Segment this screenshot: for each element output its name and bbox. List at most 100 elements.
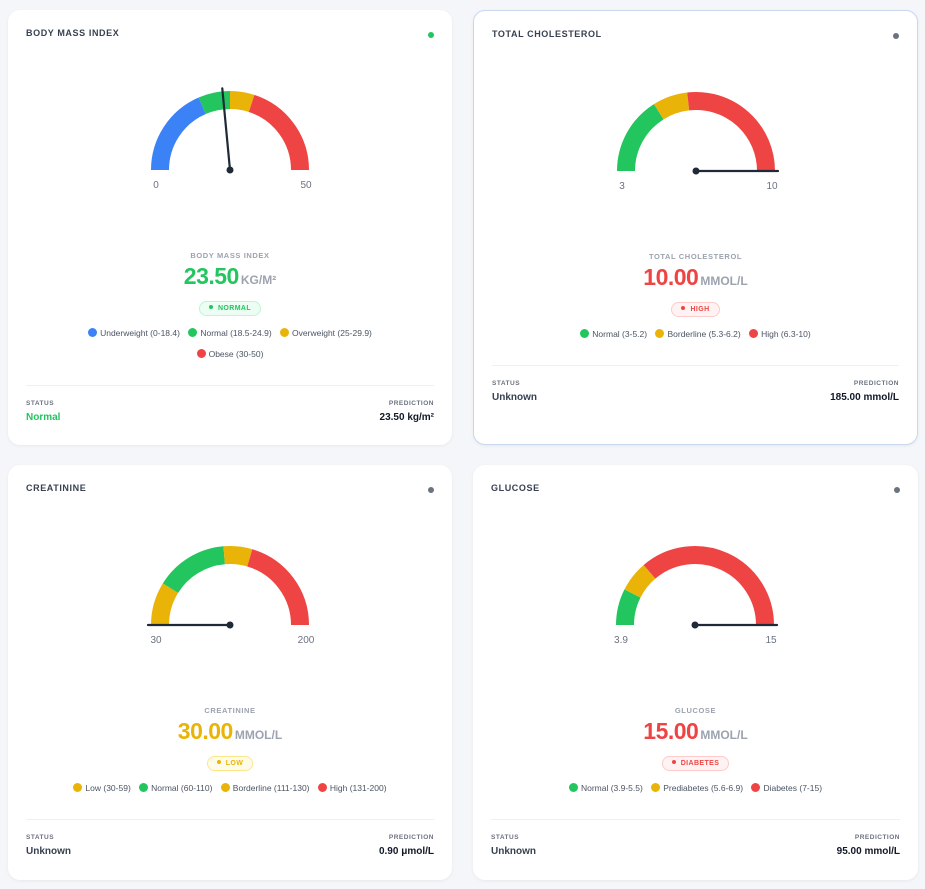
gauge-max-label: 50 <box>300 180 312 191</box>
legend-item: Borderline (111-130) <box>220 778 310 799</box>
gauge-chart: 3 10 <box>617 92 780 192</box>
status-badge: NORMAL <box>198 301 262 316</box>
bmi-card[interactable]: BODY MASS INDEX 0 50 BODY MASS INDEX 23.5… <box>8 10 452 445</box>
legend-dot <box>196 349 206 358</box>
total-cholesterol-card[interactable]: TOTAL CHOLESTEROL 3 10 TOTAL CHOLESTEROL … <box>473 10 918 445</box>
legend-item: Normal (3.9-5.5) <box>568 778 643 799</box>
status-label: STATUS <box>491 834 520 841</box>
legend: Underweight (0-18.4) Normal (18.5-24.9) … <box>22 323 438 365</box>
legend-item: Prediabetes (5.6-6.9) <box>651 778 743 799</box>
legend-label: Prediabetes (5.6-6.9) <box>663 783 744 793</box>
legend-label: Normal (3.9-5.5) <box>580 783 643 793</box>
creatinine-card[interactable]: CREATININE 30 200 CREATININE 30.00 MMOL/L … <box>8 465 452 880</box>
legend-dot <box>188 328 198 337</box>
legend-dot <box>751 783 761 792</box>
value-unit: MMOL/L <box>700 728 748 742</box>
gauge-hub <box>226 166 234 174</box>
legend-label: Borderline (111-130) <box>232 783 310 793</box>
gauge-segment-0 <box>151 583 179 626</box>
card-title: GLUCOSE <box>491 483 540 493</box>
gauge-min-label: 3.9 <box>614 635 628 646</box>
metric-label: GLUCOSE <box>674 706 717 715</box>
gauge-segment-2 <box>229 91 255 113</box>
value-unit: MMOL/L <box>234 728 283 742</box>
gauge-segment-2 <box>643 546 774 626</box>
metric-value: 10.00 MMOL/L <box>474 266 917 289</box>
badge-text: HIGH <box>690 306 710 313</box>
legend-item: Normal (18.5-24.9) <box>188 323 272 344</box>
legend: Low (30-59) Normal (60-110) Borderline (… <box>22 778 438 799</box>
metric-value: 23.50 KG/M² <box>8 265 452 288</box>
metric-value: 30.00 MMOL/L <box>8 720 452 743</box>
legend-dot <box>749 329 759 338</box>
status-label: STATUS <box>492 380 521 387</box>
value-number: 30.00 <box>177 718 234 744</box>
legend-dot <box>280 328 290 337</box>
gauge-segment-0 <box>617 104 664 172</box>
value-number: 10.00 <box>643 264 699 290</box>
legend-label: Normal (18.5-24.9) <box>200 328 272 338</box>
status-dot <box>428 487 434 493</box>
legend-label: High (131-200) <box>329 783 387 793</box>
divider <box>26 385 434 386</box>
legend-dot <box>139 783 149 792</box>
gauge-segment-1 <box>198 91 231 115</box>
badge-dot <box>208 305 213 309</box>
gauge-chart: 0 50 <box>151 87 312 191</box>
legend-dot <box>220 783 230 792</box>
legend-item: Normal (3-5.2) <box>580 324 647 345</box>
legend-dot <box>580 329 590 338</box>
legend-dot <box>655 329 665 338</box>
prediction-label: PREDICTION <box>388 400 434 407</box>
metric-label: BODY MASS INDEX <box>190 251 270 260</box>
legend-dot <box>73 783 83 792</box>
value-unit: MMOL/L <box>700 274 748 288</box>
gauge-max-label: 15 <box>765 635 777 646</box>
status-value: Unknown <box>491 846 536 857</box>
status-badge: LOW <box>206 756 254 771</box>
gauge-segment-0 <box>616 589 641 626</box>
glucose-card[interactable]: GLUCOSE 3.9 15 GLUCOSE 15.00 MMOL/L DIABET… <box>473 465 918 880</box>
legend-label: Low (30-59) <box>85 783 131 793</box>
status-badge: DIABETES <box>661 756 730 771</box>
value-number: 23.50 <box>183 263 240 289</box>
gauge-min-label: 0 <box>153 180 159 191</box>
gauge-max-label: 200 <box>298 635 315 646</box>
legend-dot <box>568 783 578 792</box>
gauge-segment-1 <box>162 546 226 594</box>
divider <box>491 819 900 820</box>
prediction-value: 185.00 mmol/L <box>830 392 899 403</box>
gauge-segment-1 <box>624 564 656 598</box>
badge-dot <box>216 760 221 764</box>
metric-label: CREATININE <box>204 706 256 715</box>
divider <box>492 365 899 366</box>
legend-label: Underweight (0-18.4) <box>100 328 180 338</box>
gauge-min-label: 3 <box>619 181 625 192</box>
legend-label: Overweight (25-29.9) <box>292 328 372 338</box>
legend: Normal (3-5.2) Borderline (5.3-6.2) High… <box>488 324 903 345</box>
gauge-max-label: 10 <box>766 181 778 192</box>
prediction-label: PREDICTION <box>388 834 434 841</box>
card-title: CREATININE <box>26 483 87 493</box>
gauge-chart: 3.9 15 <box>614 546 779 646</box>
legend-dot <box>88 328 98 337</box>
status-dot <box>894 487 900 493</box>
status-badge: HIGH <box>671 302 720 317</box>
prediction-value: 0.90 μmol/L <box>378 846 434 857</box>
value-unit: KG/M² <box>240 273 277 287</box>
legend-dot <box>317 783 327 792</box>
metric-value: 15.00 MMOL/L <box>473 720 918 743</box>
badge-text: NORMAL <box>217 305 252 312</box>
gauge-needle <box>221 87 232 172</box>
prediction-value: 23.50 kg/m² <box>379 412 434 423</box>
gauge-hub <box>691 621 699 629</box>
legend-item: Normal (60-110) <box>139 778 212 799</box>
legend-item: High (131-200) <box>317 778 387 799</box>
prediction-label: PREDICTION <box>854 834 900 841</box>
legend-label: Normal (3-5.2) <box>592 329 648 339</box>
legend-item: Underweight (0-18.4) <box>88 323 180 344</box>
metric-label: TOTAL CHOLESTEROL <box>648 252 743 261</box>
badge-dot <box>681 306 686 310</box>
gauge-hub <box>226 621 234 629</box>
legend-item: Obese (30-50) <box>196 344 263 365</box>
